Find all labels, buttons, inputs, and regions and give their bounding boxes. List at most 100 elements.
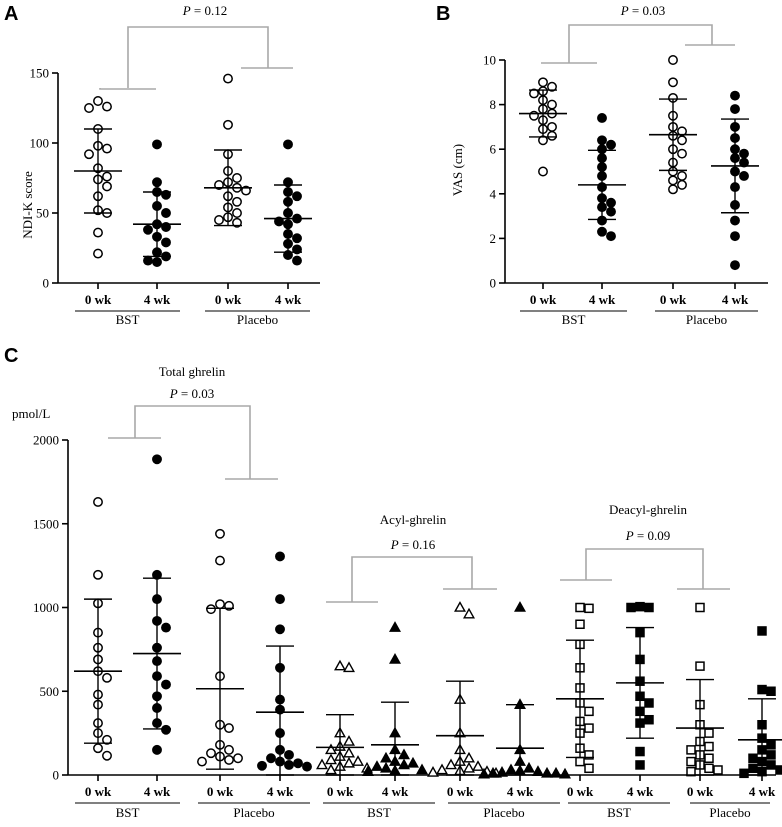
panel-c-data-point (343, 746, 355, 758)
panel-a-data-point (223, 73, 233, 84)
panel-c-data-point (635, 760, 645, 770)
panel-c-data-point (215, 555, 225, 566)
panel-b-y-tick-label: 4 (490, 186, 497, 201)
panel-b-data-point (739, 171, 749, 181)
panel-a-data-point (223, 119, 233, 130)
panel-c-group-label: 0 wk (85, 784, 112, 799)
panel-a-data-point (152, 139, 162, 150)
panel-b-data-point (597, 135, 607, 146)
panel-c-data-point (686, 756, 696, 767)
panel-letter-c: C (4, 345, 18, 367)
panel-c-data-point (152, 454, 162, 465)
panel-b-data-point (668, 184, 678, 195)
panel-b-data-point (739, 148, 749, 159)
panel-a-data-point (152, 257, 162, 267)
panel-c-data-point (224, 723, 234, 734)
panel-b-data-point (529, 88, 539, 99)
panel-b-data-point (730, 215, 740, 226)
panel-c-data-point (496, 766, 508, 777)
panel-c-data-point (704, 741, 714, 752)
panel-b-data-point (739, 157, 749, 168)
panel-c-group-label: 4 wk (507, 784, 534, 799)
panel-a-ylabel: NDI-K score (20, 171, 35, 239)
panel-b-data-point (606, 231, 616, 242)
panel-c-data-point (316, 758, 328, 770)
panel-c-data-point (102, 672, 112, 683)
panel-b-condition-label: Placebo (686, 312, 727, 327)
panel-a-data-point (93, 227, 103, 238)
panel-b-data-point (730, 231, 740, 242)
panel-a-y-tick-label: 0 (43, 276, 50, 291)
panel-a-data-point (161, 237, 171, 248)
panel-c-data-point (644, 698, 654, 708)
panel-c-data-point (436, 763, 448, 775)
panel-b-y-tick-label: 0 (490, 276, 497, 291)
panel-c-data-point (757, 626, 767, 636)
panel-a-data-point (102, 101, 112, 112)
panel-c-data-point (197, 756, 207, 767)
panel-c-data-point (766, 750, 776, 760)
panel-c-data-point (224, 744, 234, 755)
panel-c-data-point (380, 761, 392, 773)
panel-letter-a: A (4, 3, 18, 25)
panel-b-data-point (668, 55, 678, 65)
panel-c-data-point (472, 760, 484, 771)
panel-b-condition-label: BST (562, 312, 586, 327)
panel-c-data-point (575, 602, 585, 613)
panel-c-data-point (371, 760, 383, 771)
panel-a-data-point (292, 255, 302, 266)
panel-c-data-point (224, 754, 234, 765)
panel-b-ylabel: VAS (cm) (450, 144, 465, 196)
panel-c-data-point (584, 706, 594, 717)
panel-c-group-label: 4 wk (382, 784, 409, 799)
panel-c-ylabel: pmol/L (12, 406, 50, 421)
panel-b-y-tick-label: 10 (483, 53, 496, 68)
panel-c-group-label: 4 wk (267, 784, 294, 799)
panel-b-group-label: 4 wk (589, 292, 616, 307)
panel-c-data-point (362, 765, 374, 776)
panel-c-data-point (644, 602, 654, 613)
panel-c-data-point (766, 760, 776, 770)
panel-c-data-point (275, 594, 285, 605)
panel-c-data-point (635, 601, 645, 612)
panel-c-y-tick-label: 1000 (33, 600, 59, 615)
panel-a-group-label: 4 wk (144, 292, 171, 307)
panel-c-data-point (559, 767, 571, 779)
panel-c-data-point (93, 569, 103, 580)
panel-c-data-point (584, 763, 594, 774)
panel-c-data-point (445, 758, 457, 770)
panel-c-data-point (334, 659, 346, 671)
panel-a-y-tick-label: 100 (30, 136, 50, 151)
panel-c-data-point (161, 724, 171, 735)
panel-c-data-point (284, 760, 294, 770)
panel-a-y-tick-label: 50 (36, 206, 49, 221)
panel-c-group-label: 4 wk (144, 784, 171, 799)
panel-c-y-tick-label: 1500 (33, 516, 59, 531)
panel-c-data-point (704, 763, 714, 774)
panel-c-data-point (102, 750, 112, 761)
panel-a-data-point (283, 139, 293, 150)
panel-c-data-point (206, 604, 216, 615)
panel-b-y-tick-label: 8 (490, 97, 497, 112)
panel-c-data-point (487, 766, 499, 778)
panel-a-data-point (232, 208, 242, 218)
panel-b-data-point (677, 135, 687, 146)
panel-c-data-point (584, 603, 594, 614)
panel-a-comparison-bracket (127, 26, 269, 88)
panel-c-data-point (325, 743, 337, 755)
panel-b-group-label: 4 wk (722, 292, 749, 307)
panel-a-y-tick-label: 150 (30, 66, 50, 81)
panel-c-data-point (695, 661, 705, 671)
panel-a-data-point (84, 149, 94, 160)
panel-c-data-point (206, 748, 216, 759)
panel-c-data-point (427, 766, 439, 777)
panel-c-condition-label: BST (116, 805, 140, 820)
panel-c-data-point (275, 551, 285, 562)
panel-c-data-point (532, 765, 544, 776)
panel-c-data-point (704, 728, 714, 738)
panel-c-y-tick-label: 0 (53, 768, 60, 783)
panel-c-data-point (325, 763, 337, 775)
panel-b-data-point (668, 175, 678, 186)
panel-c-data-point (748, 753, 758, 763)
panel-a-data-point (292, 233, 302, 244)
